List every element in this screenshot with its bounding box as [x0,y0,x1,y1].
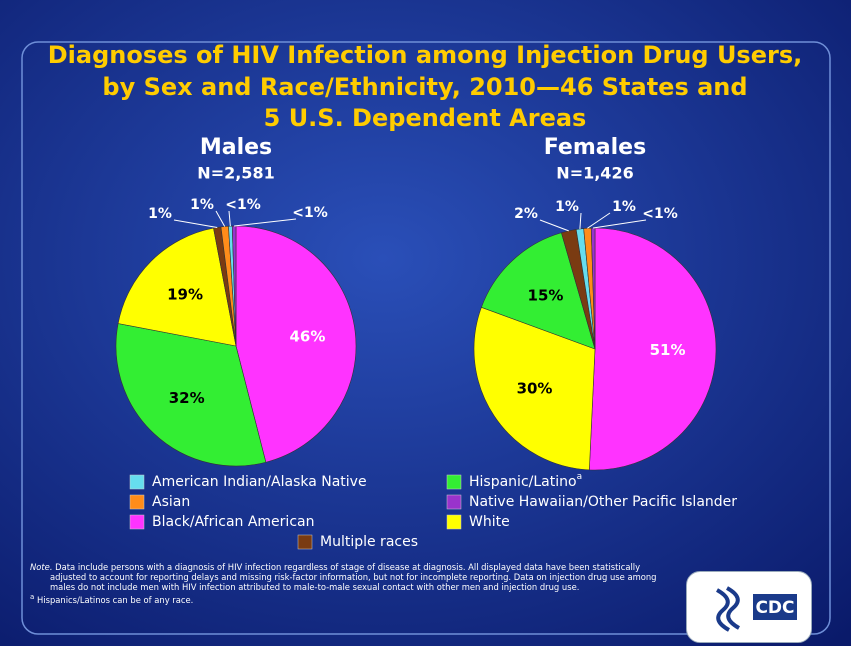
slice-label: 1% [612,199,636,215]
leader-line [593,219,647,229]
footnote-marker: a [577,472,583,482]
leader-line [215,210,226,227]
legend-name: White [469,514,510,530]
slice-label: <1% [292,205,328,221]
slice-label: 2% [514,206,538,222]
slice-label: 32% [169,389,205,407]
legend-swatch [297,534,313,550]
slice-label: 15% [528,286,564,304]
footnote: a Hispanics/Latinos can be of any race. [30,593,194,605]
legend-name: Black/African American [152,514,314,530]
pie-slice [473,306,596,471]
slice-label: 1% [190,197,214,213]
pie-title: Females [544,135,646,160]
pie-subtitle: N=1,426 [556,164,633,183]
pie-slice [589,227,717,471]
leader-line [539,219,569,232]
title-line: 5 U.S. Dependent Areas [264,104,587,132]
leader-line [587,212,611,229]
legend-swatch [129,474,145,490]
note-text: Data include persons with a diagnosis of… [50,562,657,592]
slice-label: 30% [517,380,553,398]
pie-subtitle: N=2,581 [197,164,274,183]
legend-label: Multiple races [320,534,418,550]
cdc-text: CDC [755,598,794,618]
logo: CDC [686,571,812,643]
logo-graphic: CDC [715,586,797,632]
legend-name: Asian [152,494,190,510]
slice-label: <1% [642,206,678,222]
legend-swatch [446,514,462,530]
leader-line [234,218,297,227]
legend-name: American Indian/Alaska Native [152,474,367,490]
leader-line [173,219,218,228]
pie-slice [481,232,596,350]
legend-swatch [446,494,462,510]
legend-name: Hispanic/Latino [469,474,577,490]
title-line: by Sex and Race/Ethnicity, 2010—46 State… [102,73,747,101]
frame [21,41,831,635]
legend-label: Hispanic/Latinoa [469,472,582,491]
legend-swatch [446,474,462,490]
note: Note. Data include persons with a diagno… [30,562,670,605]
slice-label: 51% [650,341,686,359]
legend-label: Native Hawaiian/Other Pacific Islander [469,494,737,510]
pie-slice [235,225,357,463]
cdc-box [753,594,797,620]
pie-slice [117,227,237,347]
pie-title: Males [200,135,272,160]
legend-swatch [129,514,145,530]
legend-label: Black/African American [152,514,314,530]
slice-label: 1% [555,199,579,215]
legend-name: Native Hawaiian/Other Pacific Islander [469,494,737,510]
legend-label: Asian [152,494,190,510]
footnote-text: Hispanics/Latinos can be of any race. [36,594,194,605]
legend-swatch [129,494,145,510]
leader-line [579,212,582,229]
slice-label: 1% [148,206,172,222]
pie-slice [115,323,267,467]
hhs-emblem [715,586,741,632]
legend-name: Multiple races [320,534,418,550]
slice-label: 19% [167,286,203,304]
slice-label: 46% [289,327,325,345]
legend-label: American Indian/Alaska Native [152,474,367,490]
slice-label: <1% [225,197,261,213]
footnote-marker: a [30,593,35,601]
title-line: Diagnoses of HIV Infection among Injecti… [48,41,802,69]
legend-label: White [469,514,510,530]
leader-line [228,210,231,227]
note-label: Note. [30,562,53,572]
